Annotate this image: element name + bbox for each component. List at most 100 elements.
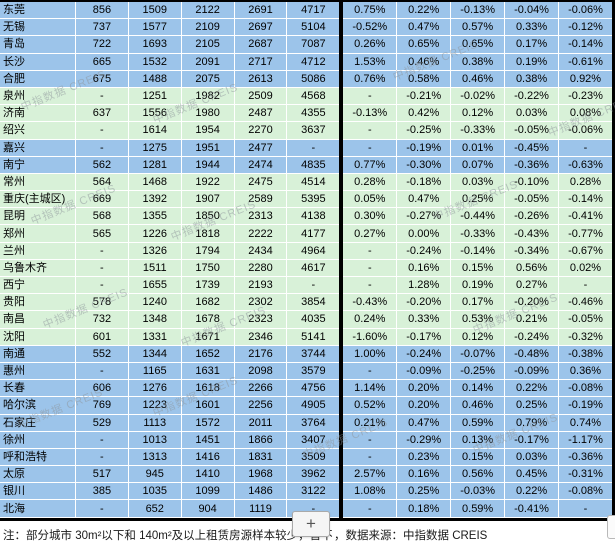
table-row: 长春 606 1276 1618 2266 4756 1.14% 0.20% 0.14% 0.22… <box>0 379 612 398</box>
pct-cell: 0.15% <box>450 259 506 278</box>
pct-cell: 0.05% <box>341 190 398 209</box>
city-cell: 乌鲁木齐 <box>0 259 76 278</box>
value-cell: 4177 <box>286 224 344 243</box>
city-cell: 银川 <box>0 482 76 501</box>
pct-cell: 0.47% <box>396 18 452 37</box>
pct-cell: -0.10% <box>504 173 559 192</box>
value-cell: 4568 <box>286 87 344 106</box>
pct-cell: -0.02% <box>450 87 506 106</box>
table-row: 惠州 -1165 1631 2098 3579- -0.09% -0.25% -0.09% 0.… <box>0 362 612 381</box>
zoom-in-button[interactable]: + <box>292 511 330 537</box>
pct-cell: 1.08% <box>341 482 398 501</box>
pct-cell: -0.30% <box>396 156 452 174</box>
value-cell: 1013 <box>128 431 182 449</box>
table-row: 银川 385 1035 1099 1486 3122 1.08% 0.25% -0.03% 0.2… <box>0 482 612 501</box>
pct-cell: 0.47% <box>396 190 452 209</box>
pct-cell: -0.45% <box>504 139 559 157</box>
value-cell: 5395 <box>286 190 344 209</box>
value-cell: 665 <box>75 53 129 71</box>
value-cell: 1922 <box>181 173 235 192</box>
value-cell: - <box>75 448 129 467</box>
value-cell: 2011 <box>234 414 288 432</box>
pct-cell: 0.22% <box>396 2 452 20</box>
value-cell: 2697 <box>234 18 288 37</box>
value-cell: 1655 <box>128 276 182 295</box>
pct-cell: 0.16% <box>396 465 452 484</box>
pct-cell: -0.18% <box>396 173 452 192</box>
value-cell: 1313 <box>128 448 182 467</box>
value-cell: 2280 <box>234 259 288 278</box>
pct-cell: 0.18% <box>396 499 452 518</box>
pct-cell: -0.09% <box>504 362 559 381</box>
value-cell: 1678 <box>181 310 235 329</box>
city-cell: 兰州 <box>0 242 76 260</box>
value-cell: 1944 <box>181 156 235 174</box>
value-cell: 945 <box>128 465 182 484</box>
table-row: 嘉兴 -1275 1951 2477- - -0.19% 0.01% -0.45% - <box>0 139 612 157</box>
pct-cell: 0.38% <box>450 53 506 71</box>
city-cell: 哈尔滨 <box>0 396 76 415</box>
pct-cell: 0.79% <box>504 414 559 432</box>
value-cell: 517 <box>75 465 129 484</box>
pct-cell: -0.17% <box>396 328 452 346</box>
value-cell: 4717 <box>286 2 344 20</box>
pct-cell: 0.53% <box>450 310 506 329</box>
pct-cell: 0.22% <box>504 379 559 398</box>
value-cell: 1344 <box>128 345 182 363</box>
table-row: 太原 517 945 1410 1968 3962 2.57% 0.16% 0.56% 0.45%… <box>0 465 612 484</box>
city-cell: 南昌 <box>0 310 76 329</box>
city-cell: 惠州 <box>0 362 76 381</box>
pct-cell: -0.05% <box>558 310 612 329</box>
value-cell: 1532 <box>128 53 182 71</box>
table-body: 东莞 856 1509 2122 2691 4717 0.75% 0.22% -0.13% -0.… <box>0 2 612 518</box>
value-cell: 4756 <box>286 379 344 398</box>
value-cell: - <box>75 87 129 106</box>
zoom-out-button-partial[interactable] <box>607 515 615 539</box>
value-cell: 2193 <box>234 276 288 295</box>
city-cell: 北海 <box>0 499 76 518</box>
value-cell: 1572 <box>181 414 235 432</box>
value-cell: 1113 <box>128 414 182 432</box>
pct-cell: 0.25% <box>450 190 506 209</box>
value-cell: 669 <box>75 190 129 209</box>
table-row: 沈阳 601 1331 1671 2346 5141 -1.60% -0.17% 0.12% -0… <box>0 328 612 346</box>
value-cell: 1750 <box>181 259 235 278</box>
value-cell: 5141 <box>286 328 344 346</box>
city-cell: 呼和浩特 <box>0 448 76 467</box>
value-cell: 1488 <box>128 70 182 88</box>
value-cell: 1618 <box>181 379 235 398</box>
city-rent-table: 东莞 856 1509 2122 2691 4717 0.75% 0.22% -0.13% -0.… <box>0 2 612 518</box>
pct-cell: 0.19% <box>450 276 506 295</box>
pct-cell: -0.32% <box>558 328 612 346</box>
value-cell: 1631 <box>181 362 235 381</box>
city-cell: 泉州 <box>0 87 76 106</box>
pct-cell: 0.03% <box>450 173 506 192</box>
pct-cell: -0.52% <box>341 18 398 37</box>
pct-cell: -0.05% <box>504 121 559 140</box>
pct-cell: 0.12% <box>450 104 506 123</box>
value-cell: 2687 <box>234 35 288 54</box>
pct-cell: 0.13% <box>450 431 506 449</box>
pct-cell: -0.08% <box>558 379 612 398</box>
pct-cell: -0.38% <box>558 345 612 363</box>
value-cell: 2509 <box>234 87 288 106</box>
pct-cell: 0.14% <box>450 379 506 398</box>
value-cell: 1739 <box>181 276 235 295</box>
value-cell: 1693 <box>128 35 182 54</box>
pct-cell: -0.41% <box>558 207 612 226</box>
value-cell: 1968 <box>234 465 288 484</box>
value-cell: - <box>75 242 129 260</box>
pct-cell: -0.23% <box>558 87 612 106</box>
pct-cell: -0.08% <box>558 482 612 501</box>
value-cell: 1281 <box>128 156 182 174</box>
pct-cell: 0.28% <box>341 173 398 192</box>
value-cell: 606 <box>75 379 129 398</box>
pct-cell: 1.28% <box>396 276 452 295</box>
pct-cell: -0.41% <box>504 499 559 518</box>
value-cell: 529 <box>75 414 129 432</box>
value-cell: 637 <box>75 104 129 123</box>
pct-cell: 0.17% <box>504 35 559 54</box>
pct-cell: 0.33% <box>396 310 452 329</box>
value-cell: 2717 <box>234 53 288 71</box>
pct-cell: -0.20% <box>396 293 452 312</box>
